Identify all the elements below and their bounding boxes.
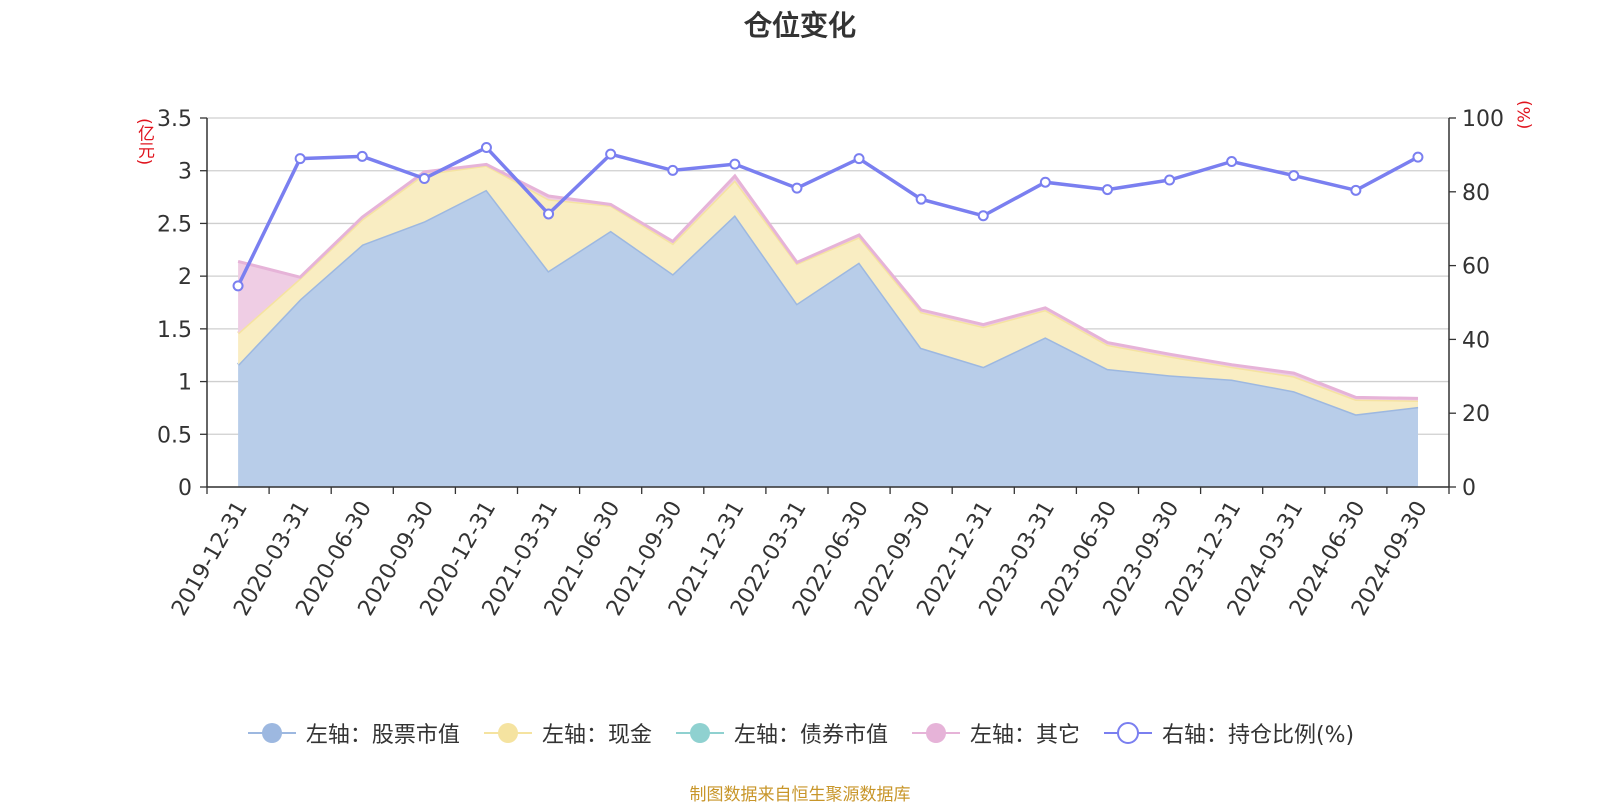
- ratio-point: [1039, 176, 1051, 188]
- ratio-point: [294, 153, 306, 165]
- ratio-point: [1412, 151, 1424, 163]
- legend-item[interactable]: 右轴：持仓比例(%): [1102, 717, 1354, 749]
- legend-marker-icon: [911, 723, 960, 743]
- left-tick-label: 2.5: [157, 212, 192, 237]
- ratio-line-series: [232, 142, 1424, 292]
- left-tick-label: 1: [178, 371, 192, 396]
- left-tick-label: 3.5: [157, 107, 192, 132]
- ratio-point: [480, 142, 492, 154]
- ratio-point: [1226, 156, 1238, 168]
- legend-marker-icon: [675, 723, 724, 743]
- legend-item[interactable]: 左轴：其它: [910, 717, 1080, 749]
- ratio-point: [791, 182, 803, 194]
- left-tick-label: 0: [178, 476, 192, 501]
- legend-label: 右轴：持仓比例(%): [1161, 723, 1355, 748]
- right-tick-label: 0: [1462, 476, 1476, 501]
- legend-item[interactable]: 左轴：债券市值: [674, 717, 888, 749]
- area-edge-左轴：其它: [237, 162, 1419, 400]
- ratio-point: [729, 158, 741, 170]
- ratio-point: [543, 208, 555, 220]
- ratio-point: [667, 164, 679, 176]
- stacked-areas: [237, 162, 1419, 487]
- legend-item[interactable]: 左轴：现金: [482, 717, 652, 749]
- legend-marker-icon: [1103, 722, 1152, 744]
- legend-item[interactable]: 左轴：股票市值: [246, 717, 460, 749]
- right-tick-label: 20: [1462, 402, 1490, 427]
- left-tick-label: 2: [178, 265, 192, 290]
- legend-label: 左轴：债券市值: [733, 723, 888, 748]
- chart-title: 仓位变化: [743, 9, 856, 42]
- ratio-point: [232, 280, 244, 292]
- area-左轴：现金: [238, 165, 1419, 415]
- ratio-point: [977, 210, 989, 222]
- legend-label: 左轴：其它: [969, 723, 1080, 748]
- left-tick-label: 3: [178, 160, 192, 185]
- ratio-point: [605, 148, 617, 160]
- ratio-line: [236, 145, 1419, 287]
- right-tick-label: 100: [1462, 107, 1504, 132]
- ratio-point: [1164, 174, 1176, 186]
- right-axis-unit: (%): [1515, 100, 1535, 130]
- area-左轴：股票市值: [238, 189, 1419, 487]
- legend-label: 左轴：现金: [541, 723, 652, 748]
- right-tick-label: 40: [1462, 328, 1490, 353]
- ratio-point: [356, 150, 368, 162]
- source-note: 制图数据来自恒生聚源数据库: [689, 785, 911, 805]
- ratio-point: [1350, 184, 1362, 196]
- legend-marker-icon: [483, 723, 532, 743]
- right-tick-label: 60: [1462, 255, 1490, 280]
- ratio-point: [418, 173, 430, 185]
- ratio-point: [1288, 170, 1300, 182]
- right-tick-label: 80: [1462, 181, 1490, 206]
- legend-label: 左轴：股票市值: [305, 723, 460, 748]
- legend: 左轴：股票市值 左轴：现金 左轴：债券市值 左轴：其它 右轴：持仓比例(%): [0, 717, 1600, 749]
- legend-marker-icon: [247, 723, 296, 743]
- ratio-point: [1101, 184, 1113, 196]
- left-tick-label: 0.5: [157, 423, 192, 448]
- ratio-point: [853, 153, 865, 165]
- left-tick-label: 1.5: [157, 318, 192, 343]
- ratio-point: [915, 193, 927, 205]
- left-axis-unit: (亿元): [134, 118, 154, 166]
